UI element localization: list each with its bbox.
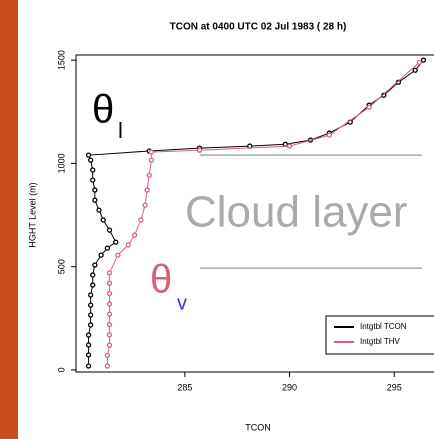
- point: [106, 311, 113, 317]
- point: [92, 262, 98, 268]
- point: [326, 132, 332, 138]
- point: [88, 322, 94, 328]
- chart-title: TCON at 0400 UTC 02 Jul 1983 ( 28 h): [170, 22, 347, 33]
- y-tick-label: 1000: [56, 153, 66, 173]
- point: [125, 242, 131, 248]
- point: [96, 207, 102, 213]
- point: [85, 332, 92, 338]
- point: [106, 227, 113, 233]
- point: [88, 292, 94, 298]
- point: [106, 270, 113, 276]
- theta-v-sub: v: [177, 292, 187, 314]
- point: [85, 342, 92, 348]
- point: [113, 239, 119, 245]
- point: [106, 301, 113, 307]
- point: [106, 342, 113, 348]
- point: [144, 187, 150, 193]
- y-tick-label: 500: [56, 259, 66, 274]
- point: [148, 149, 155, 155]
- point: [92, 197, 98, 203]
- x-tick-label: 285: [177, 382, 192, 392]
- y-tick-label: 1500: [56, 50, 66, 70]
- legend-box: [325, 315, 434, 355]
- point: [100, 217, 106, 223]
- y-tick-label: 0: [56, 367, 66, 372]
- point: [88, 302, 94, 308]
- point: [115, 252, 121, 258]
- point: [85, 363, 92, 369]
- point: [104, 363, 111, 369]
- point: [412, 67, 418, 73]
- side-strip: [0, 0, 18, 439]
- legend-label: Intgtbl TCON: [360, 322, 407, 331]
- theta-v: θ: [150, 258, 172, 302]
- point: [85, 152, 92, 158]
- x-tick-label: 290: [282, 382, 297, 392]
- point: [90, 272, 96, 278]
- point: [131, 232, 138, 238]
- point: [85, 352, 92, 358]
- point: [196, 147, 203, 153]
- point: [106, 321, 113, 328]
- theta-l: θ: [92, 88, 114, 132]
- point: [90, 177, 96, 183]
- plot-frame: [75, 54, 434, 373]
- theta-l-sub: l: [118, 118, 123, 143]
- point: [90, 282, 96, 288]
- x-tick-label: 295: [387, 382, 402, 392]
- x-axis-label: TCON: [245, 422, 271, 432]
- point: [148, 157, 155, 163]
- point: [146, 172, 152, 178]
- point: [416, 59, 422, 65]
- point: [104, 352, 111, 359]
- point: [106, 290, 113, 297]
- point: [282, 141, 289, 147]
- cloud-label: Cloud layer: [185, 188, 408, 237]
- point: [92, 187, 98, 193]
- point: [106, 280, 113, 286]
- point: [420, 57, 427, 63]
- point: [90, 167, 96, 173]
- y-axis-label: HGHT Level (m): [27, 182, 37, 247]
- point: [104, 245, 111, 251]
- legend-label: Intgtbl THV: [360, 337, 401, 346]
- point: [286, 143, 293, 149]
- point: [98, 252, 104, 258]
- point: [106, 332, 113, 338]
- point: [138, 217, 144, 223]
- point: [88, 157, 94, 163]
- point: [366, 104, 372, 110]
- point: [142, 202, 148, 208]
- point: [88, 312, 94, 318]
